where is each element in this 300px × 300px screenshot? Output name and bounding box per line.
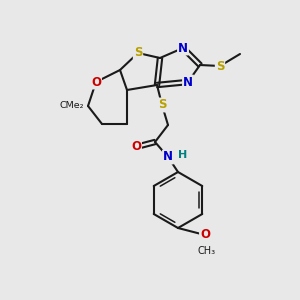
Text: CMe₂: CMe₂	[59, 101, 84, 110]
Text: S: S	[158, 98, 166, 112]
Text: CH₃: CH₃	[198, 246, 216, 256]
Text: O: O	[200, 229, 210, 242]
Text: O: O	[91, 76, 101, 88]
Text: N: N	[163, 151, 173, 164]
Text: S: S	[134, 46, 142, 59]
Text: N: N	[183, 76, 193, 88]
Text: N: N	[178, 41, 188, 55]
Text: S: S	[216, 59, 224, 73]
Text: H: H	[178, 150, 187, 160]
Text: O: O	[131, 140, 141, 154]
